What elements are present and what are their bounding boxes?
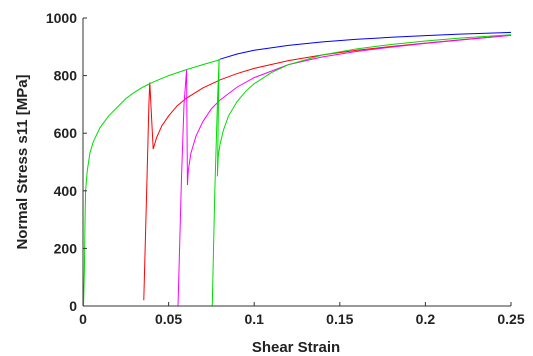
y-axis-title: Normal Stress s11 [MPa] bbox=[14, 74, 31, 249]
axes bbox=[82, 18, 511, 307]
series-line-1 bbox=[219, 31, 512, 60]
y-tick-label: 0 bbox=[69, 298, 77, 314]
y-ticks: 0 200 400 600 800 1000 bbox=[46, 10, 87, 314]
x-tick-label: 0.05 bbox=[155, 311, 182, 327]
x-tick-label: 0.1 bbox=[244, 311, 264, 327]
x-tick-label: 0.25 bbox=[497, 311, 524, 327]
series-line-5 bbox=[211, 34, 512, 307]
x-tick-label: 0.2 bbox=[416, 311, 436, 327]
y-tick-label: 800 bbox=[54, 68, 78, 84]
y-tick-label: 1000 bbox=[46, 10, 77, 26]
y-tick-label: 200 bbox=[54, 240, 78, 256]
x-ticks: 0 0.05 0.1 0.15 0.2 0.25 bbox=[79, 302, 525, 327]
y-tick-label: 400 bbox=[54, 183, 78, 199]
x-tick-label: 0 bbox=[79, 311, 87, 327]
series-line-3 bbox=[177, 34, 512, 307]
series-line-2 bbox=[143, 34, 512, 301]
x-axis-title: Shear Strain bbox=[252, 339, 340, 356]
y-tick-label: 600 bbox=[54, 125, 78, 141]
plot-lines bbox=[83, 31, 512, 307]
series-line-4 bbox=[83, 59, 221, 307]
x-tick-label: 0.15 bbox=[326, 311, 353, 327]
